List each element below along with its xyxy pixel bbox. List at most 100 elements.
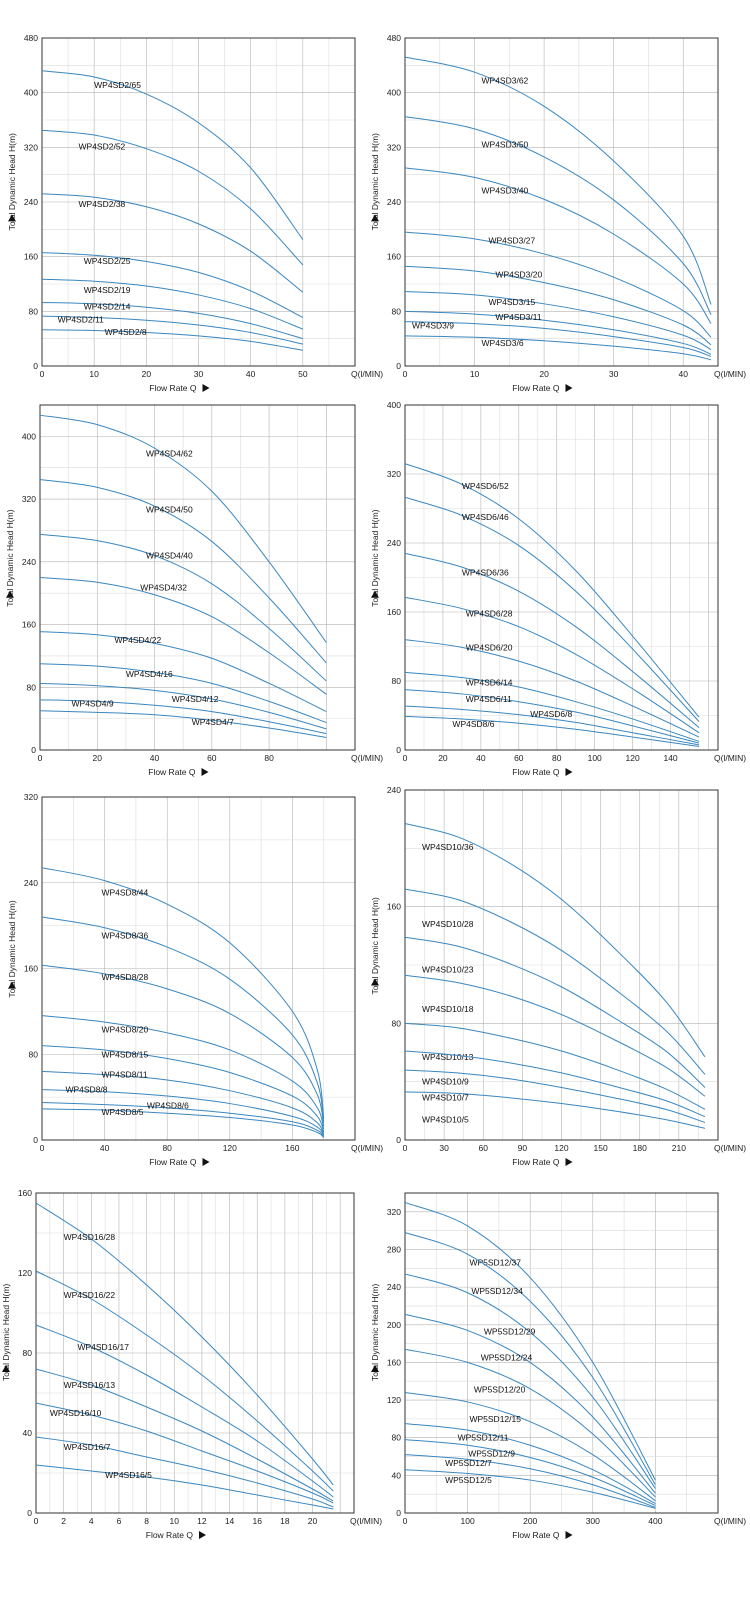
curve-wp4sd3-6	[404, 335, 712, 361]
x-tick-label: 14	[225, 1516, 235, 1526]
curve-label: WP4SD4/12	[172, 694, 219, 704]
y-tick-label: 160	[387, 252, 401, 262]
curve-label: WP4SD4/16	[126, 669, 173, 679]
y-axis-label: Total Dynamic Head H(m)	[7, 900, 17, 997]
curve-wp4sd4-7	[39, 710, 327, 738]
grid	[35, 1192, 355, 1514]
y-tick-label: 480	[24, 33, 38, 43]
x-tick-label: 90	[518, 1143, 528, 1153]
x-tick-label: 160	[285, 1143, 299, 1153]
curve-label: WP4SD16/10	[50, 1408, 102, 1418]
x-axis-arrow-icon	[202, 384, 210, 392]
x-tick-label: 300	[586, 1516, 600, 1526]
x-tick-label: 140	[663, 753, 677, 763]
curve-label: WP4SD2/14	[84, 302, 131, 312]
x-tick-label: 40	[678, 369, 688, 379]
x-axis-arrow-icon	[565, 1158, 573, 1166]
y-tick-label: 400	[387, 400, 401, 410]
y-axis-label: Total Dynamic Head H(m)	[370, 1284, 380, 1381]
curve-label: WP4SD16/28	[64, 1232, 116, 1242]
chart-3: 0 20 40 60 80 0 80 160 240 320 400 Q(l/MIN) Flow Rat…	[5, 404, 383, 777]
x-tick-label: 80	[264, 753, 274, 763]
curve-wp5sd12-5	[404, 1469, 656, 1509]
curve-wp4sd16-17	[35, 1324, 334, 1498]
curve-wp4sd4-22	[39, 631, 327, 713]
curve-wp4sd16-22	[35, 1270, 334, 1492]
y-tick-label: 400	[24, 88, 38, 98]
x-axis-unit: Q(l/MIN)	[351, 753, 383, 763]
curve-label: WP4SD8/6	[452, 719, 494, 729]
x-tick-label: 20	[93, 753, 103, 763]
x-axis-arrow-icon	[565, 1531, 573, 1539]
x-axis-arrow-icon	[565, 384, 573, 392]
plot-frame	[404, 789, 719, 1141]
curve-wp4sd3-40	[404, 167, 712, 324]
curve-wp4sd16-10	[35, 1402, 334, 1504]
y-tick-label: 160	[22, 620, 36, 630]
x-tick-label: 200	[523, 1516, 537, 1526]
curve-label: WP4SD4/50	[146, 504, 193, 514]
curve-label: WP4SD3/27	[488, 235, 535, 245]
x-tick-label: 12	[197, 1516, 207, 1526]
x-axis-unit: Q(l/MIN)	[350, 1516, 382, 1526]
curve-wp4sd10-28	[404, 888, 706, 1075]
y-tick-label: 240	[24, 197, 38, 207]
curve-wp4sd3-62	[404, 56, 712, 305]
plot-frame	[35, 1192, 355, 1514]
x-tick-label: 60	[514, 753, 524, 763]
curve-label: WP4SD10/9	[422, 1077, 469, 1087]
y-axis-arrow-icon	[2, 1365, 10, 1372]
curve-wp4sd8-5	[41, 1108, 325, 1139]
y-tick-label: 320	[387, 1207, 401, 1217]
y-tick-label: 480	[387, 33, 401, 43]
x-tick-label: 30	[439, 1143, 449, 1153]
curve-label: WP4SD2/11	[58, 315, 104, 325]
x-tick-label: 60	[207, 753, 217, 763]
y-tick-label: 240	[387, 1282, 401, 1292]
curve-wp4sd2-14	[41, 301, 303, 340]
x-tick-label: 40	[246, 369, 256, 379]
curve-wp4sd3-20	[404, 265, 712, 346]
y-tick-label: 40	[392, 1470, 402, 1480]
x-tick-label: 0	[38, 753, 43, 763]
curve-wp4sd6-20	[404, 639, 700, 738]
curve-label: WP5SD12/24	[481, 1353, 533, 1363]
curve-label: WP5SD12/5	[445, 1475, 492, 1485]
curve-wp4sd6-11	[404, 689, 700, 744]
y-axis-arrow-icon	[371, 590, 379, 598]
curve-label: WP4SD6/52	[462, 481, 509, 491]
curve-wp4sd8-44	[41, 867, 325, 1119]
curve-label: WP4SD3/50	[482, 140, 529, 150]
y-axis-label: Total Dynamic Head H(m)	[5, 509, 15, 606]
curve-wp5sd12-20	[404, 1348, 656, 1498]
curve-label: WP5SD12/37	[469, 1258, 521, 1268]
y-tick-label: 80	[27, 682, 37, 692]
x-tick-label: 40	[150, 753, 160, 763]
x-axis-arrow-icon	[199, 1531, 206, 1539]
y-axis-arrow-icon	[8, 214, 16, 222]
x-tick-label: 6	[117, 1516, 122, 1526]
x-tick-label: 10	[170, 1516, 180, 1526]
curve-wp4sd8-6	[404, 715, 700, 748]
curve-label: WP4SD4/62	[146, 449, 193, 459]
x-tick-label: 50	[298, 369, 308, 379]
curve-label: WP4SD16/13	[64, 1380, 116, 1390]
chart-4: 0 20 40 60 80 100 120 140 0 80 160 240 320 400 Q(l/MIN…	[370, 400, 746, 777]
x-axis-label: Flow Rate Q	[149, 383, 197, 393]
x-tick-label: 60	[479, 1143, 489, 1153]
curve-label: WP4SD3/6	[482, 338, 524, 348]
grid	[41, 796, 356, 1141]
y-tick-label: 120	[387, 1395, 401, 1405]
curve-label: WP4SD8/8	[65, 1085, 107, 1095]
chart-1: 0 10 20 30 40 50 0 80 160 240 320 400 480 Q(l/MIN) Flo…	[7, 33, 383, 393]
x-tick-label: 100	[461, 1516, 475, 1526]
curve-label: WP4SD4/9	[72, 699, 114, 709]
x-axis-unit: Q(l/MIN)	[714, 369, 746, 379]
x-tick-label: 20	[308, 1516, 318, 1526]
curve-wp4sd4-9	[39, 699, 327, 735]
curve-label: WP5SD12/9	[468, 1449, 515, 1459]
x-tick-label: 40	[476, 753, 486, 763]
x-tick-label: 20	[539, 369, 549, 379]
curve-wp4sd6-14	[404, 671, 700, 742]
y-tick-label: 240	[387, 197, 401, 207]
